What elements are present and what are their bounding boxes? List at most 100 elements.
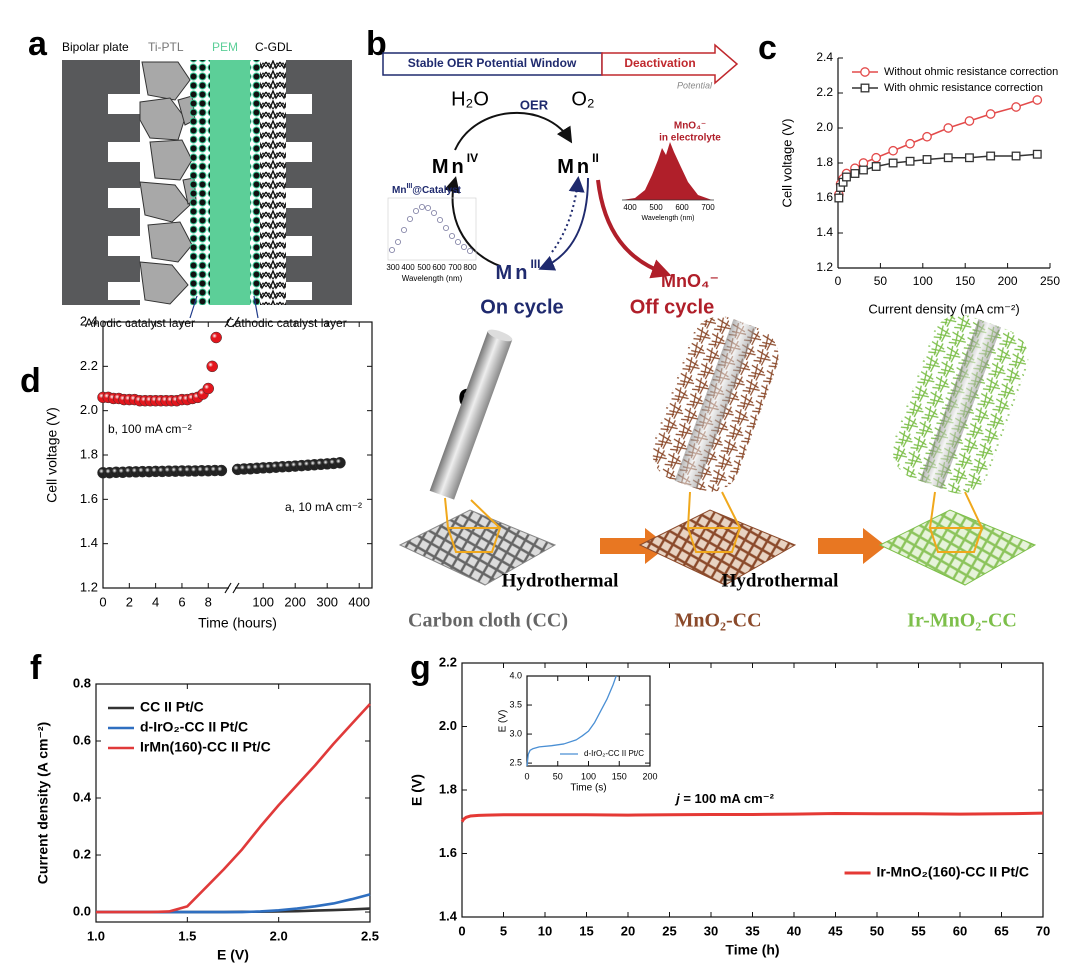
label: Anodic catalyst layer (85, 316, 195, 330)
label: Stable OER Potential Window (408, 56, 577, 70)
panel-b: Stable OER Potential Window Deactivation… (382, 43, 739, 318)
x-axis-label: Time (hours) (198, 615, 277, 631)
species: MnIV (432, 151, 478, 178)
tick-label: 500 (417, 263, 431, 272)
x-tick-label: 100 (252, 594, 274, 609)
label: Mn (432, 156, 467, 178)
legend-entry: d-IrO₂-CC II Pt/C (560, 749, 644, 758)
arrow (551, 176, 585, 253)
legend-entry: d-IrO₂-CC II Pt/C (108, 719, 248, 735)
panel-label: f (30, 649, 42, 687)
x-tick-label: 50 (870, 923, 884, 938)
x-tick-label: 100 (581, 771, 596, 781)
y-tick-label: 3.5 (509, 699, 522, 709)
x-tick-label: 2.0 (270, 928, 288, 943)
flow-channels (108, 94, 140, 300)
product-label: Carbon cloth (CC) (408, 610, 568, 632)
x-tick-label: 50 (874, 274, 888, 288)
marker (1032, 149, 1042, 159)
y-tick-label: 1.8 (439, 781, 457, 796)
inset-title: MnIII@Catalyst (392, 183, 462, 196)
axis-break (224, 582, 240, 594)
y-tick-label: 1.6 (439, 845, 457, 860)
y-tick-label: 1.8 (816, 155, 833, 169)
plot-frame (95, 683, 371, 923)
x-tick-label: 6 (178, 594, 185, 609)
x-tick-label: 45 (828, 923, 842, 938)
x-tick-label: 0 (99, 594, 106, 609)
x-tick-label: 60 (953, 923, 967, 938)
inset-title: MnO₄⁻ (674, 121, 706, 132)
ti-ptl-particles (139, 61, 197, 305)
y-tick-label: 1.8 (80, 446, 98, 461)
y-tick-label: 1.4 (439, 908, 458, 923)
axis-label: Wavelength (nm) (402, 274, 463, 283)
x-tick-label: 50 (553, 771, 563, 781)
legend-label: Ir-MnO₂(160)-CC II Pt/C (877, 864, 1029, 880)
tick-label: 300 (386, 263, 400, 272)
data-line (96, 703, 371, 914)
y-tick-label: 0.4 (73, 789, 92, 804)
marker (850, 169, 860, 178)
label: MnO₄⁻ (661, 271, 719, 291)
marker (985, 109, 996, 119)
y-tick-label: 2.0 (439, 718, 457, 733)
label: H₂O (451, 88, 489, 110)
marker (202, 382, 215, 395)
marker (860, 67, 870, 77)
product-label: Ir-MnO₂-CC (907, 610, 1017, 632)
label: Bipolar plate (62, 40, 129, 54)
marker (964, 153, 974, 163)
marker (210, 331, 222, 344)
marker (871, 162, 881, 171)
flow-channels (286, 94, 312, 300)
arrow (818, 528, 886, 564)
x-tick-label: 70 (1036, 923, 1050, 938)
x-tick-label: 15 (579, 923, 593, 938)
label: III (406, 183, 412, 190)
chart: 0 50 100 150 200 2.5 3.0 3.5 4.0 Time (s) E (V) d-I… (498, 670, 658, 793)
spectrum (622, 142, 712, 200)
label: O₂ (571, 88, 594, 110)
y-axis-label: Cell voltage (V) (779, 119, 794, 208)
x-axis-label: E (V) (217, 947, 249, 963)
marker (1032, 95, 1043, 105)
x-axis-label: Time (s) (570, 783, 606, 794)
tick-label: 700 (448, 263, 462, 272)
x-tick-label: 150 (955, 274, 975, 288)
y-tick-label: 2.4 (816, 50, 833, 64)
label: Off cycle (630, 296, 714, 318)
c-gdl (260, 60, 286, 305)
marker (215, 464, 228, 477)
zoom-lines (928, 491, 984, 553)
panel-label: b (366, 25, 387, 63)
x-tick-label: 65 (994, 923, 1008, 938)
label: Mn (392, 185, 406, 196)
y-tick-label: 2.0 (80, 402, 98, 417)
marker (860, 83, 870, 93)
x-tick-label: 200 (642, 771, 657, 781)
x-tick-label: 0 (524, 771, 529, 781)
fiber (652, 316, 779, 492)
y-tick-label: 2.4 (80, 313, 98, 328)
inset-title: in electrolyte (659, 133, 721, 144)
x-tick-label: 5 (500, 923, 507, 938)
marker (871, 152, 882, 163)
x-tick-label: 35 (745, 923, 759, 938)
panel-a: Bipolar plate Ti-PTL PEM C-GDL Anodic ca… (62, 40, 352, 330)
y-tick-label: 2.2 (816, 85, 833, 99)
label: Ti-PTL (148, 40, 184, 54)
arrow (454, 111, 573, 151)
x-tick-label: 150 (612, 771, 627, 781)
x-tick-label: 0 (835, 274, 842, 288)
step-label: Hydrothermal (722, 570, 839, 591)
label: C-GDL (255, 40, 293, 54)
inset-frame (387, 197, 477, 261)
y-tick-label: 2.2 (439, 654, 457, 669)
marker (964, 116, 975, 126)
x-axis-label: Time (h) (725, 942, 779, 958)
label: Mn (496, 262, 531, 284)
anodic-catalyst (190, 60, 210, 305)
marker (206, 360, 218, 373)
chart: 0 5 10 15 20 25 30 35 40 45 50 55 60 65 70 1.4 1.6 1.8 2.0… (409, 654, 1051, 957)
